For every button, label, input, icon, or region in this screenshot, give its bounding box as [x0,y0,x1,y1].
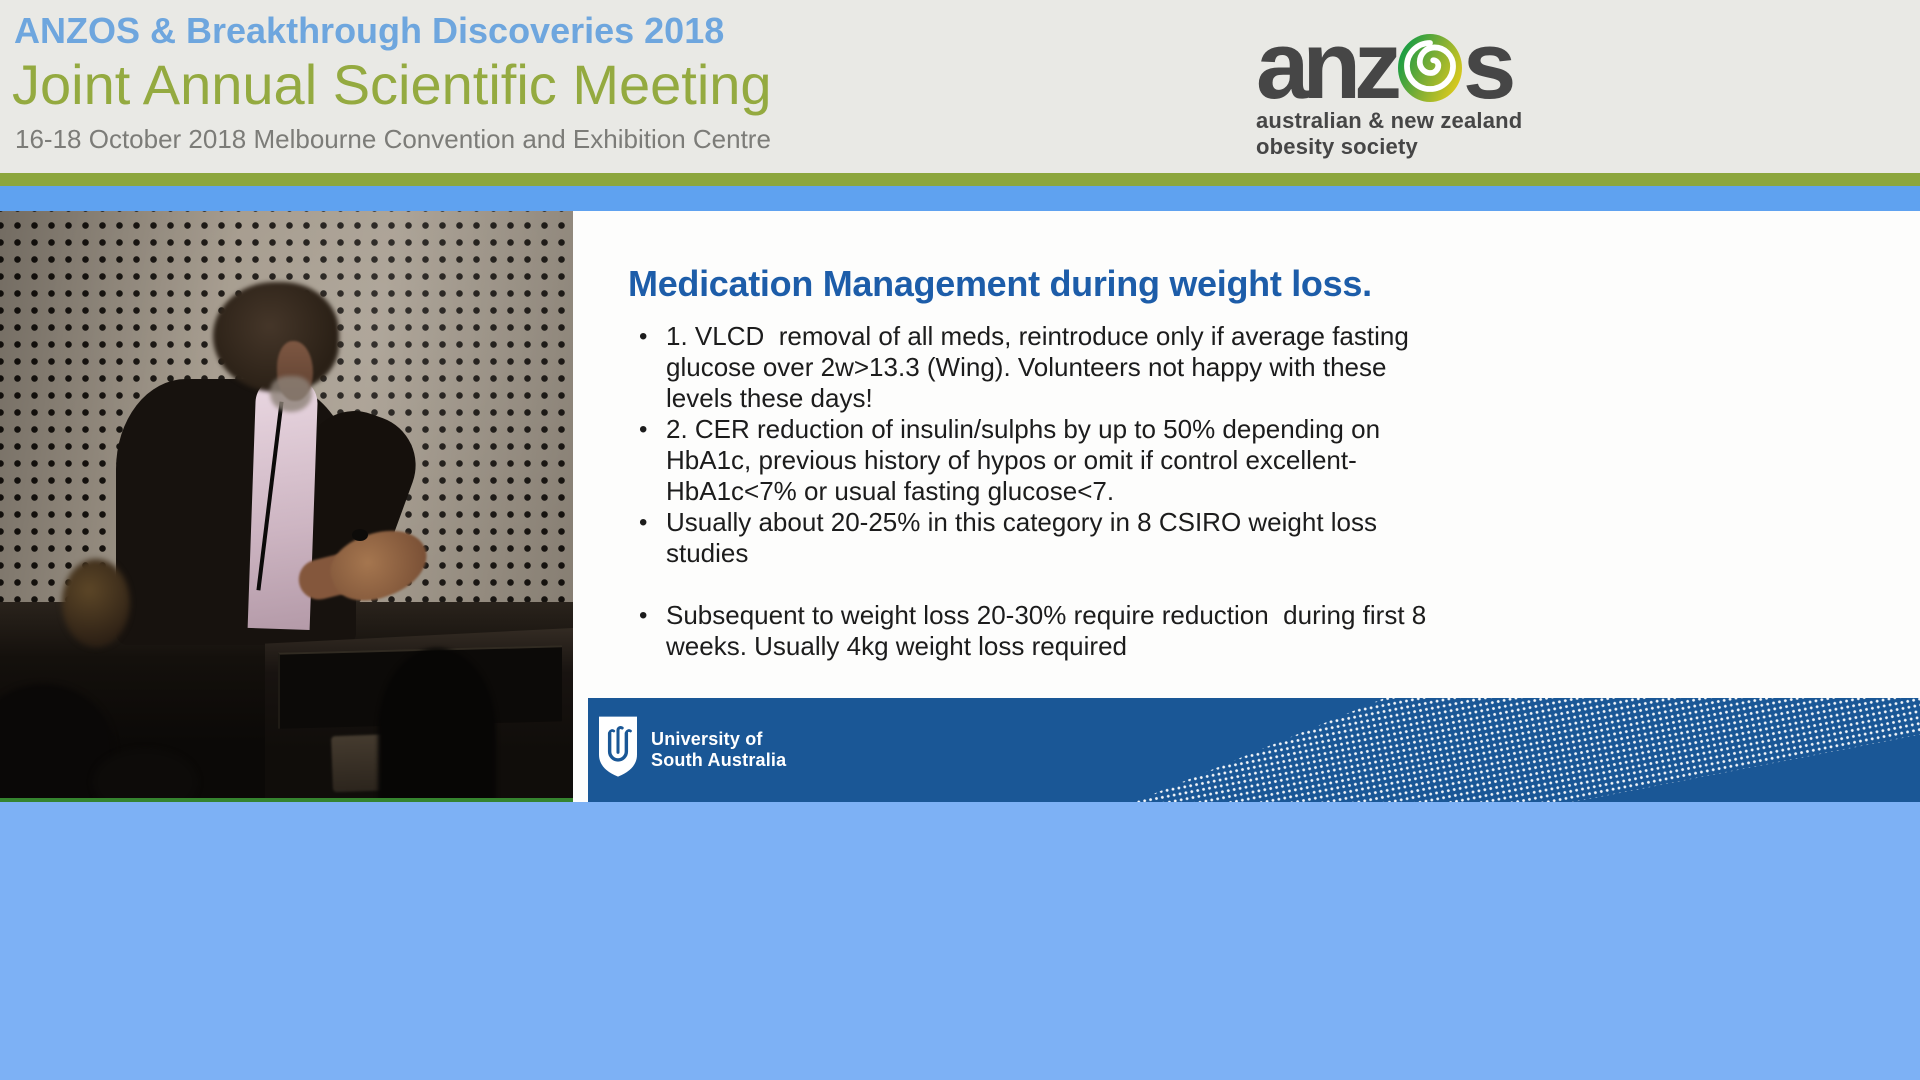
anzos-wordmark: anz s [1256,11,1556,119]
audience-head [93,749,197,802]
anzos-tagline-line1: australian & new zealand [1256,108,1523,133]
dotted-wedge-pattern [1134,698,1920,802]
speaker-beard [270,376,312,412]
unisa-logo: University of South Australia [599,716,786,778]
slide-title: Medication Management during weight loss… [628,263,1372,304]
unisa-text-line1: University of [651,729,763,749]
audience-head [378,648,496,802]
unisa-text-line2: South Australia [651,750,787,770]
slide-footer-bar: University of South Australia [588,698,1920,802]
unisa-shield-icon [599,716,637,777]
bullet-text: Usually about 20-25% in this category in… [666,507,1378,568]
koru-spiral-icon [1398,34,1463,102]
bullet-item: 2. CER reduction of insulin/sulphs by up… [633,414,1523,507]
event-name: ANZOS & Breakthrough Discoveries 2018 [14,10,725,51]
bottom-blue-band [0,802,1920,1080]
anzos-word-right: s [1463,11,1516,119]
unisa-logo-text: University of South Australia [651,729,786,778]
audience-head [62,559,130,647]
video-bottom-line [0,798,573,802]
presenter-clicker [352,529,368,541]
anzos-tagline: australian & new zealand obesity society [1256,108,1556,160]
anzos-logo: anz s australian & new zealand obesity s… [1256,11,1556,160]
speaker-head [213,282,339,392]
bullet-text: 1. VLCD removal of all meds, reintroduce… [666,321,1409,413]
meeting-title: Joint Annual Scientific Meeting [12,53,772,116]
slide-bullet-list: 1. VLCD removal of all meds, reintroduce… [633,321,1523,662]
speaker-video [0,211,573,802]
date-venue: 16-18 October 2018 Melbourne Convention … [15,124,771,154]
anzos-tagline-line2: obesity society [1256,134,1418,159]
bullet-text: 2. CER reduction of insulin/sulphs by up… [666,414,1381,506]
bullet-item: 1. VLCD removal of all meds, reintroduce… [633,321,1523,414]
blue-divider-bar [0,186,1920,211]
header-banner: ANZOS & Breakthrough Discoveries 2018 Jo… [0,0,1920,173]
bullet-item: Subsequent to weight loss 20-30% require… [633,600,1523,662]
bullet-text: Subsequent to weight loss 20-30% require… [666,600,1427,661]
bullet-item: Usually about 20-25% in this category in… [633,507,1523,569]
olive-divider-bar [0,173,1920,186]
anzos-word-left: anz [1256,11,1402,119]
